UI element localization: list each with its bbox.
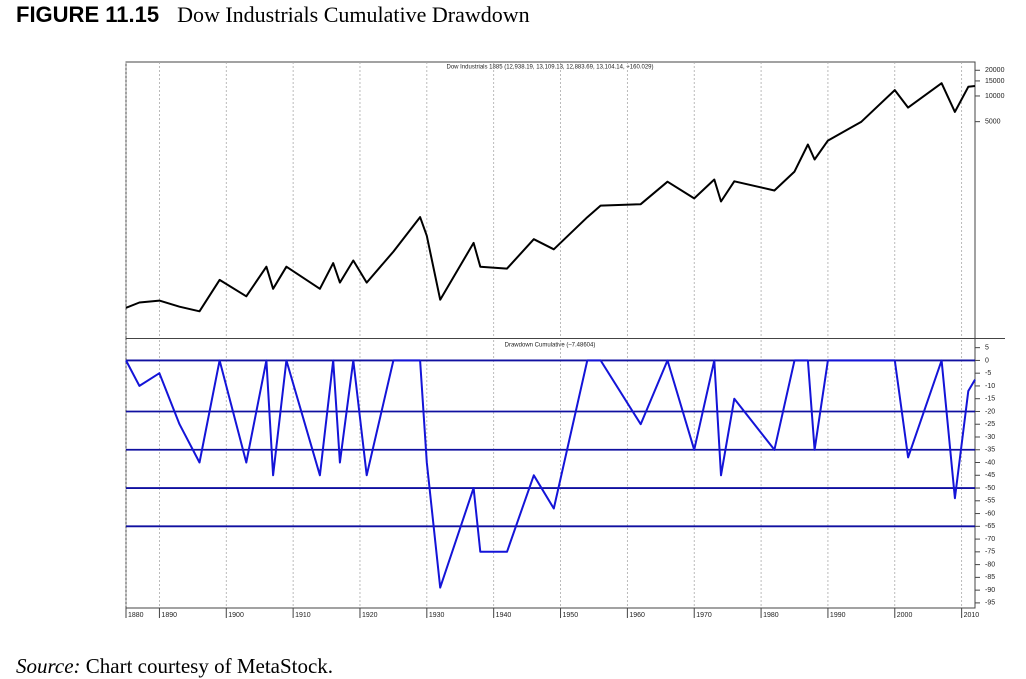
- x-tick-label: 1930: [429, 612, 445, 619]
- y-tick-label: -10: [985, 383, 995, 390]
- x-tick-label: 1970: [696, 612, 712, 619]
- y-tick-label: -35: [985, 447, 995, 454]
- y-tick-label: -30: [985, 434, 995, 441]
- figure-title: Dow Industrials Cumulative Drawdown: [177, 2, 530, 27]
- x-tick-label: 2010: [964, 612, 980, 619]
- y-tick-label: -65: [985, 523, 995, 530]
- x-tick-label: 1900: [228, 612, 244, 619]
- y-tick-label: -20: [985, 408, 995, 415]
- panel-title: Drawdown Cumulative (–7.48604): [505, 343, 596, 349]
- y-tick-label: -75: [985, 549, 995, 556]
- x-tick-label: 1940: [496, 612, 512, 619]
- y-tick-label: -70: [985, 536, 995, 543]
- y-tick-label: -90: [985, 587, 995, 594]
- source: Source: Chart courtesy of MetaStock.: [16, 654, 333, 679]
- y-tick-label: -25: [985, 421, 995, 428]
- x-tick-label: 1890: [161, 612, 177, 619]
- y-tick-label: 5: [985, 345, 989, 352]
- panel-title: Dow Industrials 1885 (12,938.19, 13,109.…: [447, 65, 654, 71]
- y-tick-label: 15000: [985, 78, 1005, 85]
- x-tick-label: 1880: [128, 612, 144, 619]
- x-tick-label: 1990: [830, 612, 846, 619]
- source-text: Chart courtesy of MetaStock.: [85, 654, 334, 678]
- y-tick-label: -60: [985, 510, 995, 517]
- y-tick-label: 0: [985, 357, 989, 364]
- y-tick-label: -15: [985, 396, 995, 403]
- y-tick-label: -5: [985, 370, 991, 377]
- series-line: [125, 359, 976, 589]
- y-tick-label: -85: [985, 574, 995, 581]
- series-line: [125, 82, 976, 313]
- y-tick-label: 10000: [985, 93, 1005, 100]
- y-tick-label: -55: [985, 498, 995, 505]
- x-tick-label: 2000: [897, 612, 913, 619]
- source-label: Source:: [16, 654, 81, 678]
- x-tick-label: 1960: [629, 612, 645, 619]
- y-tick-label: -95: [985, 600, 995, 607]
- x-tick-label: 1950: [563, 612, 579, 619]
- y-tick-label: 5000: [985, 119, 1001, 126]
- figure-label: FIGURE 11.15: [16, 2, 160, 27]
- y-tick-label: -40: [985, 459, 995, 466]
- x-tick-label: 1980: [763, 612, 779, 619]
- y-tick-label: -45: [985, 472, 995, 479]
- y-tick-label: -80: [985, 561, 995, 568]
- y-tick-label: 20000: [985, 67, 1005, 74]
- chart: Dow Industrials 1885 (12,938.19, 13,109.…: [125, 61, 1005, 619]
- x-tick-label: 1910: [295, 612, 311, 619]
- y-tick-label: -50: [985, 485, 995, 492]
- x-tick-label: 1920: [362, 612, 378, 619]
- figure-header: FIGURE 11.15 Dow Industrials Cumulative D…: [16, 2, 530, 28]
